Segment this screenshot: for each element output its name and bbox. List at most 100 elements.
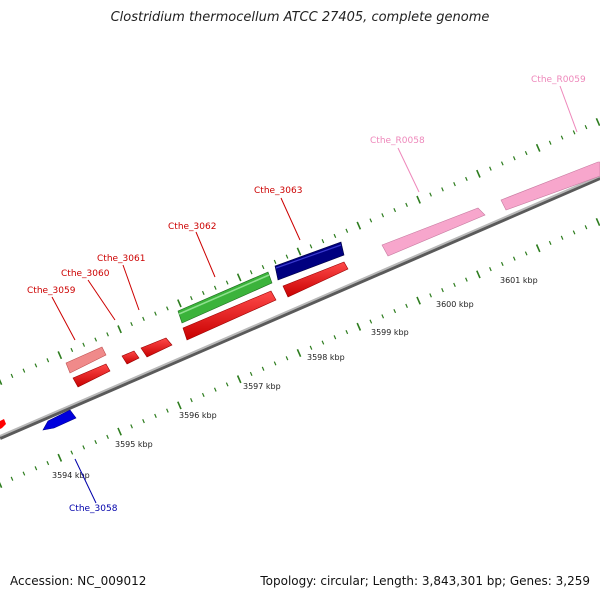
scale-tick xyxy=(46,358,50,363)
feature-arrow-cthe-3058[interactable] xyxy=(42,409,77,431)
scale-tick xyxy=(177,299,182,308)
scale-tick xyxy=(524,150,528,156)
label-cthe-3058[interactable]: Cthe_3058 xyxy=(69,504,118,514)
scale-tick xyxy=(524,251,528,256)
scale-tick xyxy=(273,259,277,264)
label-cthe-3063[interactable]: Cthe_3063 xyxy=(254,186,302,196)
scale-tick xyxy=(142,419,145,424)
feature-highlight xyxy=(178,274,270,315)
feature-arrow-cthe-r0058[interactable] xyxy=(381,207,486,257)
scale-tick xyxy=(548,140,552,145)
feature-arrow-cthe-r0059[interactable] xyxy=(500,161,600,211)
feature-arrow-cthe-3059[interactable] xyxy=(65,346,107,374)
scale-tick xyxy=(489,166,492,171)
scale-tick xyxy=(416,296,421,305)
scale-tick xyxy=(369,218,373,223)
label-cthe-3061[interactable]: Cthe_3061 xyxy=(97,254,145,264)
scale-tick xyxy=(0,481,3,489)
feature-arrow[interactable] xyxy=(182,290,277,341)
scale-tick xyxy=(225,382,229,387)
scale-label: 3597 kbp xyxy=(243,382,281,391)
scale-tick xyxy=(512,256,516,261)
label-cthe-3060[interactable]: Cthe_3060 xyxy=(61,269,110,279)
scale-tick xyxy=(57,351,63,360)
label-leaders xyxy=(51,85,578,504)
scale-tick xyxy=(22,368,26,373)
scale-tick xyxy=(465,277,468,282)
feature-arrow[interactable] xyxy=(282,261,349,298)
leader-cthe-3061 xyxy=(122,264,140,311)
scale-tick xyxy=(393,207,397,213)
scale-tick xyxy=(22,471,26,476)
feature-arrow-cthe-3060[interactable] xyxy=(121,350,140,365)
leader-cthe-3059 xyxy=(51,296,76,341)
scale-tick xyxy=(154,413,157,418)
feature-arrow[interactable] xyxy=(0,419,6,429)
scale-tick xyxy=(321,239,325,244)
scale-tick xyxy=(416,195,421,204)
scale-tick xyxy=(94,439,98,445)
scale-tick xyxy=(356,221,362,230)
scale-tick xyxy=(213,285,217,290)
tick-row-inner xyxy=(0,217,600,489)
scale-tick xyxy=(560,235,564,240)
leader-cthe-r0058 xyxy=(397,147,420,193)
tick-row-outer xyxy=(0,117,600,386)
scale-tick xyxy=(500,161,504,166)
scale-tick xyxy=(166,408,169,413)
scale-tick xyxy=(166,306,169,311)
scale-tick xyxy=(584,225,588,230)
scale-tick xyxy=(489,267,492,272)
label-cthe-3059[interactable]: Cthe_3059 xyxy=(27,286,76,296)
scale-tick xyxy=(273,361,277,366)
scale-tick xyxy=(595,117,600,127)
scale-tick xyxy=(369,319,373,324)
scale-tick xyxy=(0,378,3,386)
leader-cthe-3058 xyxy=(74,458,97,504)
scale-tick xyxy=(560,135,564,140)
scale-tick xyxy=(249,371,253,377)
scale-tick xyxy=(333,233,337,239)
scale-label: 3599 kbp xyxy=(371,328,409,337)
scale-tick xyxy=(296,348,302,358)
scale-tick xyxy=(595,217,600,227)
scale-tick xyxy=(476,169,481,178)
scale-tick xyxy=(393,308,397,314)
backbone xyxy=(0,175,600,440)
scale-tick xyxy=(57,453,63,462)
scale-tick xyxy=(584,125,588,130)
leader-cthe-3060 xyxy=(87,279,116,321)
leader-cthe-3063 xyxy=(280,197,301,241)
label-cthe-r0058[interactable]: Cthe_R0058 xyxy=(370,136,425,146)
label-cthe-r0059[interactable]: Cthe_R0059 xyxy=(531,75,586,85)
scale-tick xyxy=(309,345,313,350)
scale-tick xyxy=(190,296,193,301)
scale-tick xyxy=(429,293,432,298)
scale-label: 3600 kbp xyxy=(436,300,474,309)
feature-arrow[interactable] xyxy=(72,363,111,388)
scale-tick xyxy=(190,398,193,403)
scale-tick xyxy=(572,130,576,135)
scale-tick xyxy=(225,280,229,285)
label-cthe-3062[interactable]: Cthe_3062 xyxy=(168,222,216,232)
scale-tick xyxy=(154,311,157,316)
scale-tick xyxy=(345,329,349,335)
scale-tick xyxy=(130,424,133,429)
feature-arrow-cthe-3063[interactable] xyxy=(274,241,345,281)
scale-tick xyxy=(309,244,313,249)
scale-tick xyxy=(285,356,289,361)
genome-summary-text: Topology: circular; Length: 3,843,301 bp… xyxy=(260,574,590,588)
scale-tick xyxy=(201,290,205,296)
scale-tick xyxy=(405,303,408,308)
feature-arrow-cthe-3062[interactable] xyxy=(177,271,273,324)
scale-tick xyxy=(333,335,337,340)
scale-tick xyxy=(512,156,516,161)
scale-tick xyxy=(82,445,86,450)
accession-text: Accession: NC_009012 xyxy=(10,574,147,588)
feature-arrow-cthe-3061[interactable] xyxy=(140,337,173,358)
scale-tick xyxy=(201,392,205,398)
feature-labels: Cthe_3059 Cthe_3060 Cthe_3061 Cthe_3062 … xyxy=(27,75,586,514)
feature-highlight xyxy=(275,244,342,269)
scale-tick xyxy=(34,466,38,471)
